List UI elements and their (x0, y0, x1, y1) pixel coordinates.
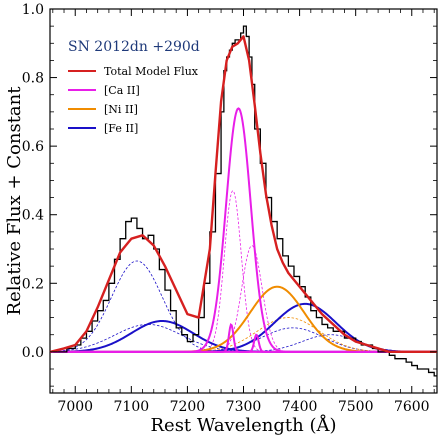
total-model-line (49, 35, 437, 354)
legend-label-fe: [Fe II] (104, 122, 138, 135)
y-tick-label: 0.6 (22, 139, 44, 155)
ni-ii-component (50, 285, 437, 353)
ticks-layer (50, 8, 437, 393)
ca-ii-component (50, 333, 437, 353)
y-tick-label: 1.0 (22, 2, 44, 18)
ticklabels-layer: 7000 7100 7200 7300 7400 7500 7600 0.0 0.2 0.4 0.6… (22, 2, 430, 415)
ca-ii-weak-component (50, 245, 437, 353)
y-tick-label: 0.0 (22, 345, 44, 361)
fe-ii-weak-component (49, 260, 437, 353)
x-tick-label: 7600 (394, 399, 430, 415)
model-layer (49, 35, 437, 354)
x-tick-label: 7500 (338, 399, 374, 415)
fe-ii-component (49, 319, 437, 353)
y-tick-label: 0.2 (22, 276, 44, 292)
x-tick-label: 7400 (282, 399, 318, 415)
ca-ii-component (50, 107, 437, 353)
x-tick-label: 7000 (57, 399, 93, 415)
legend: Total Model Flux [Ca II] [Ni II] [Fe II] (68, 65, 199, 135)
ca-ii-weak-component (50, 190, 437, 353)
x-tick-label: 7200 (170, 399, 206, 415)
spectrum-annotation: SN 2012dn +290d (68, 39, 200, 55)
y-tick-label: 0.4 (22, 208, 44, 224)
y-tick-label: 0.8 (22, 71, 44, 87)
legend-label-ca: [Ca II] (104, 84, 140, 97)
components-layer (49, 107, 437, 353)
legend-label-ni: [Ni II] (104, 103, 138, 116)
x-tick-label: 7100 (114, 399, 150, 415)
y-axis-title: Relative Flux + Constant (4, 86, 25, 316)
x-tick-label: 7300 (226, 399, 262, 415)
x-axis-title: Rest Wavelength (Å) (150, 414, 336, 436)
legend-label-total: Total Model Flux (104, 65, 199, 78)
